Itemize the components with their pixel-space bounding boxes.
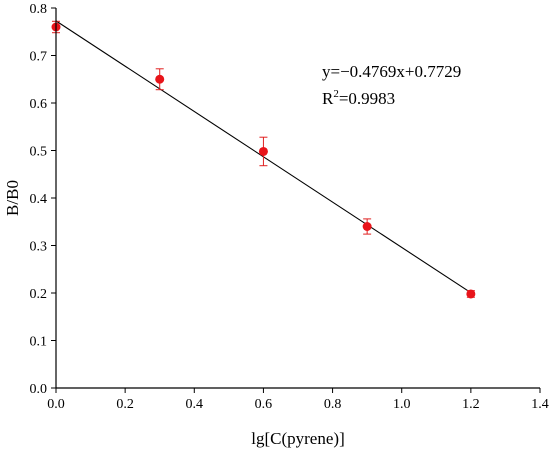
x-axis-title: lg[C(pyrene)] <box>251 429 344 448</box>
data-point-4 <box>466 289 476 299</box>
data-point-3 <box>362 222 372 231</box>
x-tick-label-6: 1.2 <box>462 397 480 412</box>
data-point-layer <box>51 22 476 299</box>
r2-value: =0.9983 <box>339 89 395 108</box>
y-tick-label-3: 0.3 <box>30 240 48 255</box>
x-tick-label-4: 0.8 <box>324 397 342 412</box>
y-tick-label-8: 0.8 <box>30 2 48 17</box>
x-tick-label-1: 0.2 <box>116 397 134 412</box>
r2-prefix: R <box>322 89 334 108</box>
x-tick-label-2: 0.4 <box>186 397 204 412</box>
y-tick-label-1: 0.1 <box>30 335 48 350</box>
x-tick-label-7: 1.4 <box>531 397 549 412</box>
data-point-2 <box>258 146 268 156</box>
x-tick-label-3: 0.6 <box>255 397 273 412</box>
axis-ticks: 0.0 0.2 0.4 0.6 0.8 1.0 1.2 1.4 0.0 0.1 0.2 0.3 0.4 0… <box>30 2 549 412</box>
r2-label: R2=0.9983 <box>322 88 395 108</box>
y-tick-label-0: 0.0 <box>30 382 48 397</box>
equation-label: y=−0.4769x+0.7729 <box>322 62 461 81</box>
r2-superscript: 2 <box>333 88 339 100</box>
axes-frame <box>55 8 540 389</box>
x-tick-label-5: 1.0 <box>393 397 411 412</box>
y-tick-label-2: 0.2 <box>30 287 48 302</box>
x-tick-label-0: 0.0 <box>47 397 65 412</box>
y-tick-label-5: 0.5 <box>30 145 48 160</box>
y-axis-title: B/B0 <box>3 180 22 216</box>
y-tick-label-7: 0.7 <box>30 50 48 65</box>
y-tick-label-6: 0.6 <box>30 97 48 112</box>
y-tick-label-4: 0.4 <box>30 192 48 207</box>
data-point-1 <box>155 74 165 84</box>
